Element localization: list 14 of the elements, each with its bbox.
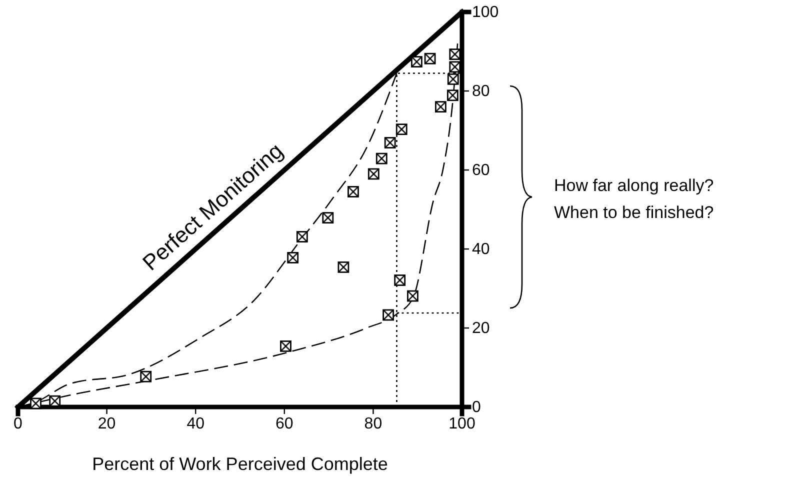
y-tick-label: 0 <box>472 399 481 416</box>
x-tick-label: 40 <box>186 415 205 432</box>
y-tick-label: 60 <box>472 162 490 180</box>
y-tick-label: 80 <box>472 83 490 100</box>
x-axis-title: Percent of Work Perceived Complete <box>92 454 388 474</box>
y-tick-label: 20 <box>472 320 490 338</box>
text: How far along really? When to be finished? <box>554 176 714 222</box>
x-tick-label: 0 <box>14 415 23 432</box>
x-tick-label: 80 <box>364 415 382 432</box>
y-tick-label: 40 <box>472 241 490 258</box>
x-tick-label: 60 <box>276 415 294 432</box>
x-tick-label: 100 <box>448 415 476 432</box>
y-tick-label: 100 <box>472 4 499 22</box>
x-tick-label: 20 <box>98 415 116 432</box>
